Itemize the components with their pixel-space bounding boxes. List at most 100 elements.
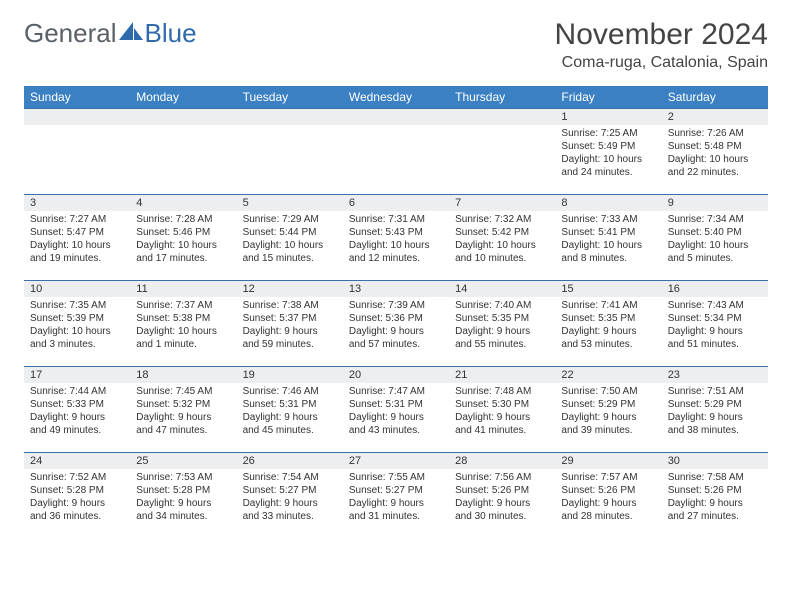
day-detail-line: Sunrise: 7:26 AM bbox=[668, 127, 762, 140]
day-detail-line: and 19 minutes. bbox=[30, 252, 124, 265]
day-detail-line: Sunset: 5:33 PM bbox=[30, 398, 124, 411]
calendar-cell: 15Sunrise: 7:41 AMSunset: 5:35 PMDayligh… bbox=[555, 281, 661, 367]
calendar-cell: 26Sunrise: 7:54 AMSunset: 5:27 PMDayligh… bbox=[237, 453, 343, 539]
day-detail-line: Sunrise: 7:34 AM bbox=[668, 213, 762, 226]
weekday-header: Monday bbox=[130, 86, 236, 109]
day-number: 29 bbox=[555, 453, 661, 469]
day-detail-line: Sunset: 5:34 PM bbox=[668, 312, 762, 325]
day-detail-line: Sunset: 5:36 PM bbox=[349, 312, 443, 325]
day-detail-line: Daylight: 9 hours bbox=[455, 325, 549, 338]
day-detail-line: Sunrise: 7:58 AM bbox=[668, 471, 762, 484]
day-details: Sunrise: 7:51 AMSunset: 5:29 PMDaylight:… bbox=[662, 383, 768, 441]
calendar-cell: 4Sunrise: 7:28 AMSunset: 5:46 PMDaylight… bbox=[130, 195, 236, 281]
day-detail-line: and 57 minutes. bbox=[349, 338, 443, 351]
day-detail-line: Sunrise: 7:33 AM bbox=[561, 213, 655, 226]
calendar-cell bbox=[343, 109, 449, 195]
day-detail-line: Daylight: 9 hours bbox=[136, 497, 230, 510]
day-detail-line: Daylight: 10 hours bbox=[136, 239, 230, 252]
calendar-cell bbox=[449, 109, 555, 195]
day-details: Sunrise: 7:46 AMSunset: 5:31 PMDaylight:… bbox=[237, 383, 343, 441]
day-details: Sunrise: 7:27 AMSunset: 5:47 PMDaylight:… bbox=[24, 211, 130, 269]
calendar-cell: 30Sunrise: 7:58 AMSunset: 5:26 PMDayligh… bbox=[662, 453, 768, 539]
day-detail-line: Sunrise: 7:50 AM bbox=[561, 385, 655, 398]
day-details: Sunrise: 7:35 AMSunset: 5:39 PMDaylight:… bbox=[24, 297, 130, 355]
day-number bbox=[449, 109, 555, 125]
day-number: 21 bbox=[449, 367, 555, 383]
day-details: Sunrise: 7:39 AMSunset: 5:36 PMDaylight:… bbox=[343, 297, 449, 355]
day-details: Sunrise: 7:26 AMSunset: 5:48 PMDaylight:… bbox=[662, 125, 768, 183]
calendar-cell: 8Sunrise: 7:33 AMSunset: 5:41 PMDaylight… bbox=[555, 195, 661, 281]
day-detail-line: Daylight: 10 hours bbox=[668, 239, 762, 252]
day-detail-line: Daylight: 9 hours bbox=[30, 497, 124, 510]
day-detail-line: Sunrise: 7:25 AM bbox=[561, 127, 655, 140]
day-detail-line: and 15 minutes. bbox=[243, 252, 337, 265]
calendar-cell: 5Sunrise: 7:29 AMSunset: 5:44 PMDaylight… bbox=[237, 195, 343, 281]
weekday-row: Sunday Monday Tuesday Wednesday Thursday… bbox=[24, 86, 768, 109]
day-details: Sunrise: 7:43 AMSunset: 5:34 PMDaylight:… bbox=[662, 297, 768, 355]
day-details: Sunrise: 7:54 AMSunset: 5:27 PMDaylight:… bbox=[237, 469, 343, 527]
day-detail-line: and 10 minutes. bbox=[455, 252, 549, 265]
day-details: Sunrise: 7:57 AMSunset: 5:26 PMDaylight:… bbox=[555, 469, 661, 527]
calendar-cell: 28Sunrise: 7:56 AMSunset: 5:26 PMDayligh… bbox=[449, 453, 555, 539]
day-number: 27 bbox=[343, 453, 449, 469]
day-detail-line: Sunrise: 7:45 AM bbox=[136, 385, 230, 398]
day-detail-line: Daylight: 10 hours bbox=[561, 153, 655, 166]
day-number: 20 bbox=[343, 367, 449, 383]
day-detail-line: Daylight: 9 hours bbox=[668, 325, 762, 338]
day-detail-line: Daylight: 9 hours bbox=[30, 411, 124, 424]
day-detail-line: Sunrise: 7:55 AM bbox=[349, 471, 443, 484]
brand-logo: General Blue bbox=[24, 18, 197, 49]
day-detail-line: and 51 minutes. bbox=[668, 338, 762, 351]
calendar-cell bbox=[130, 109, 236, 195]
calendar-cell: 24Sunrise: 7:52 AMSunset: 5:28 PMDayligh… bbox=[24, 453, 130, 539]
day-detail-line: Sunset: 5:35 PM bbox=[561, 312, 655, 325]
day-details: Sunrise: 7:32 AMSunset: 5:42 PMDaylight:… bbox=[449, 211, 555, 269]
calendar-cell: 27 Sunrise: 7:55 AMSunset: 5:27 PMDayligh… bbox=[343, 453, 449, 539]
day-detail-line: Sunset: 5:27 PM bbox=[243, 484, 337, 497]
day-details: Sunrise: 7:41 AMSunset: 5:35 PMDaylight:… bbox=[555, 297, 661, 355]
day-number: 17 bbox=[24, 367, 130, 383]
calendar-cell: 25Sunrise: 7:53 AMSunset: 5:28 PMDayligh… bbox=[130, 453, 236, 539]
day-details: Sunrise: 7:29 AMSunset: 5:44 PMDaylight:… bbox=[237, 211, 343, 269]
day-details: Sunrise: 7:45 AMSunset: 5:32 PMDaylight:… bbox=[130, 383, 236, 441]
day-details: Sunrise: 7:31 AMSunset: 5:43 PMDaylight:… bbox=[343, 211, 449, 269]
calendar-cell: 6Sunrise: 7:31 AMSunset: 5:43 PMDaylight… bbox=[343, 195, 449, 281]
day-number: 4 bbox=[130, 195, 236, 211]
day-detail-line: Daylight: 10 hours bbox=[668, 153, 762, 166]
calendar-cell: 1Sunrise: 7:25 AMSunset: 5:49 PMDaylight… bbox=[555, 109, 661, 195]
day-number: 14 bbox=[449, 281, 555, 297]
day-number: 8 bbox=[555, 195, 661, 211]
calendar-row: 10Sunrise: 7:35 AMSunset: 5:39 PMDayligh… bbox=[24, 281, 768, 367]
day-detail-line: and 49 minutes. bbox=[30, 424, 124, 437]
calendar-row: 24Sunrise: 7:52 AMSunset: 5:28 PMDayligh… bbox=[24, 453, 768, 539]
day-detail-line: Sunset: 5:27 PM bbox=[349, 484, 443, 497]
calendar-row: 17Sunrise: 7:44 AMSunset: 5:33 PMDayligh… bbox=[24, 367, 768, 453]
day-details: Sunrise: 7:37 AMSunset: 5:38 PMDaylight:… bbox=[130, 297, 236, 355]
day-detail-line: Sunset: 5:44 PM bbox=[243, 226, 337, 239]
weekday-header: Tuesday bbox=[237, 86, 343, 109]
day-detail-line: Sunset: 5:42 PM bbox=[455, 226, 549, 239]
calendar-cell: 21Sunrise: 7:48 AMSunset: 5:30 PMDayligh… bbox=[449, 367, 555, 453]
day-detail-line: Daylight: 9 hours bbox=[349, 497, 443, 510]
day-detail-line: Daylight: 9 hours bbox=[349, 325, 443, 338]
day-detail-line: and 27 minutes. bbox=[668, 510, 762, 523]
day-details: Sunrise: 7:50 AMSunset: 5:29 PMDaylight:… bbox=[555, 383, 661, 441]
day-number: 26 bbox=[237, 453, 343, 469]
day-detail-line: Sunset: 5:31 PM bbox=[349, 398, 443, 411]
day-detail-line: Sunrise: 7:53 AM bbox=[136, 471, 230, 484]
day-detail-line: Sunset: 5:49 PM bbox=[561, 140, 655, 153]
day-detail-line: and 12 minutes. bbox=[349, 252, 443, 265]
day-detail-line: Daylight: 9 hours bbox=[668, 497, 762, 510]
day-detail-line: Daylight: 10 hours bbox=[349, 239, 443, 252]
day-detail-line: Sunset: 5:29 PM bbox=[561, 398, 655, 411]
brand-word-blue: Blue bbox=[145, 18, 197, 49]
day-number: 2 bbox=[662, 109, 768, 125]
day-detail-line: Daylight: 10 hours bbox=[136, 325, 230, 338]
day-detail-line: and 8 minutes. bbox=[561, 252, 655, 265]
day-detail-line: Sunrise: 7:43 AM bbox=[668, 299, 762, 312]
day-detail-line: Sunset: 5:41 PM bbox=[561, 226, 655, 239]
day-detail-line: Daylight: 10 hours bbox=[30, 325, 124, 338]
day-detail-line: Sunrise: 7:27 AM bbox=[30, 213, 124, 226]
day-detail-line: Sunrise: 7:35 AM bbox=[30, 299, 124, 312]
day-detail-line: and 33 minutes. bbox=[243, 510, 337, 523]
